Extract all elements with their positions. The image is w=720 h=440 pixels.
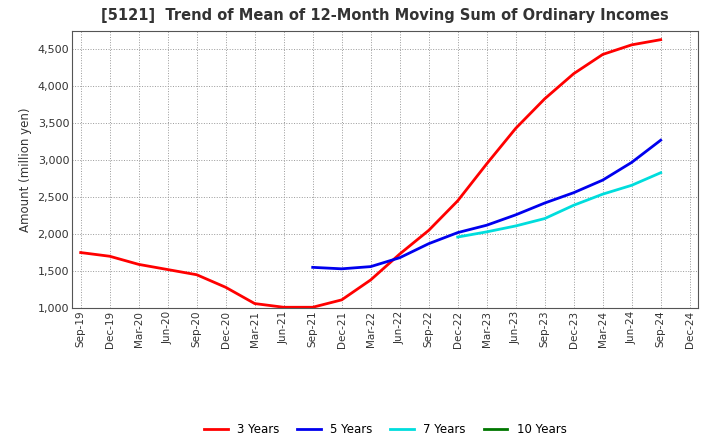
Y-axis label: Amount (million yen): Amount (million yen) [19, 107, 32, 231]
Legend: 3 Years, 5 Years, 7 Years, 10 Years: 3 Years, 5 Years, 7 Years, 10 Years [199, 418, 571, 440]
Title: [5121]  Trend of Mean of 12-Month Moving Sum of Ordinary Incomes: [5121] Trend of Mean of 12-Month Moving … [102, 7, 669, 23]
